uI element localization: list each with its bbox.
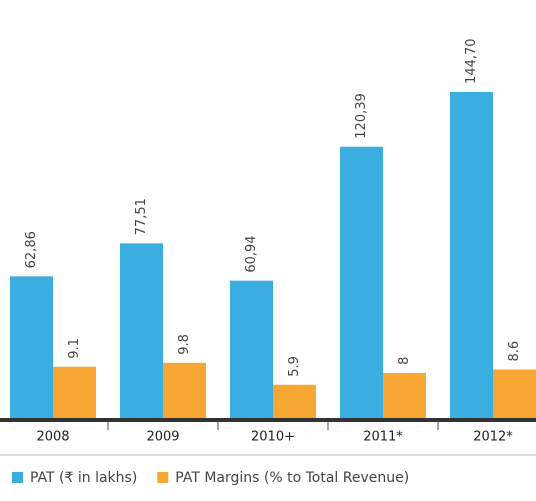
bar <box>163 362 206 418</box>
x-tick-label: 2010+ <box>251 430 295 445</box>
bar <box>273 384 316 418</box>
bar <box>450 91 493 419</box>
bar <box>10 276 53 418</box>
value-label: 77,51 <box>134 198 149 235</box>
x-tick-label: 2011* <box>363 430 403 445</box>
value-label: 120,39 <box>354 93 369 139</box>
x-tick-label: 2012* <box>473 430 513 445</box>
value-label: 9.1 <box>67 338 82 359</box>
value-label: 60,94 <box>244 235 259 272</box>
value-label: 5.9 <box>287 356 302 377</box>
value-label: 8 <box>397 357 412 365</box>
legend-swatch <box>157 472 169 483</box>
value-label: 9.8 <box>177 334 192 355</box>
bar <box>340 146 383 419</box>
value-label: 8.6 <box>507 341 522 362</box>
bar <box>53 366 96 418</box>
bar <box>120 243 163 418</box>
bar <box>230 280 273 418</box>
bar <box>493 369 536 418</box>
x-tick-label: 2008 <box>36 430 69 445</box>
legend-label: PAT (₹ in lakhs) <box>30 470 137 486</box>
value-label: 62,86 <box>24 231 39 268</box>
x-tick-label: 2009 <box>146 430 179 445</box>
legend-swatch <box>12 472 23 483</box>
bar <box>383 372 426 418</box>
legend-label: PAT Margins (% to Total Revenue) <box>175 470 409 486</box>
baseline <box>0 418 536 422</box>
value-label: 144,70 <box>464 38 479 84</box>
